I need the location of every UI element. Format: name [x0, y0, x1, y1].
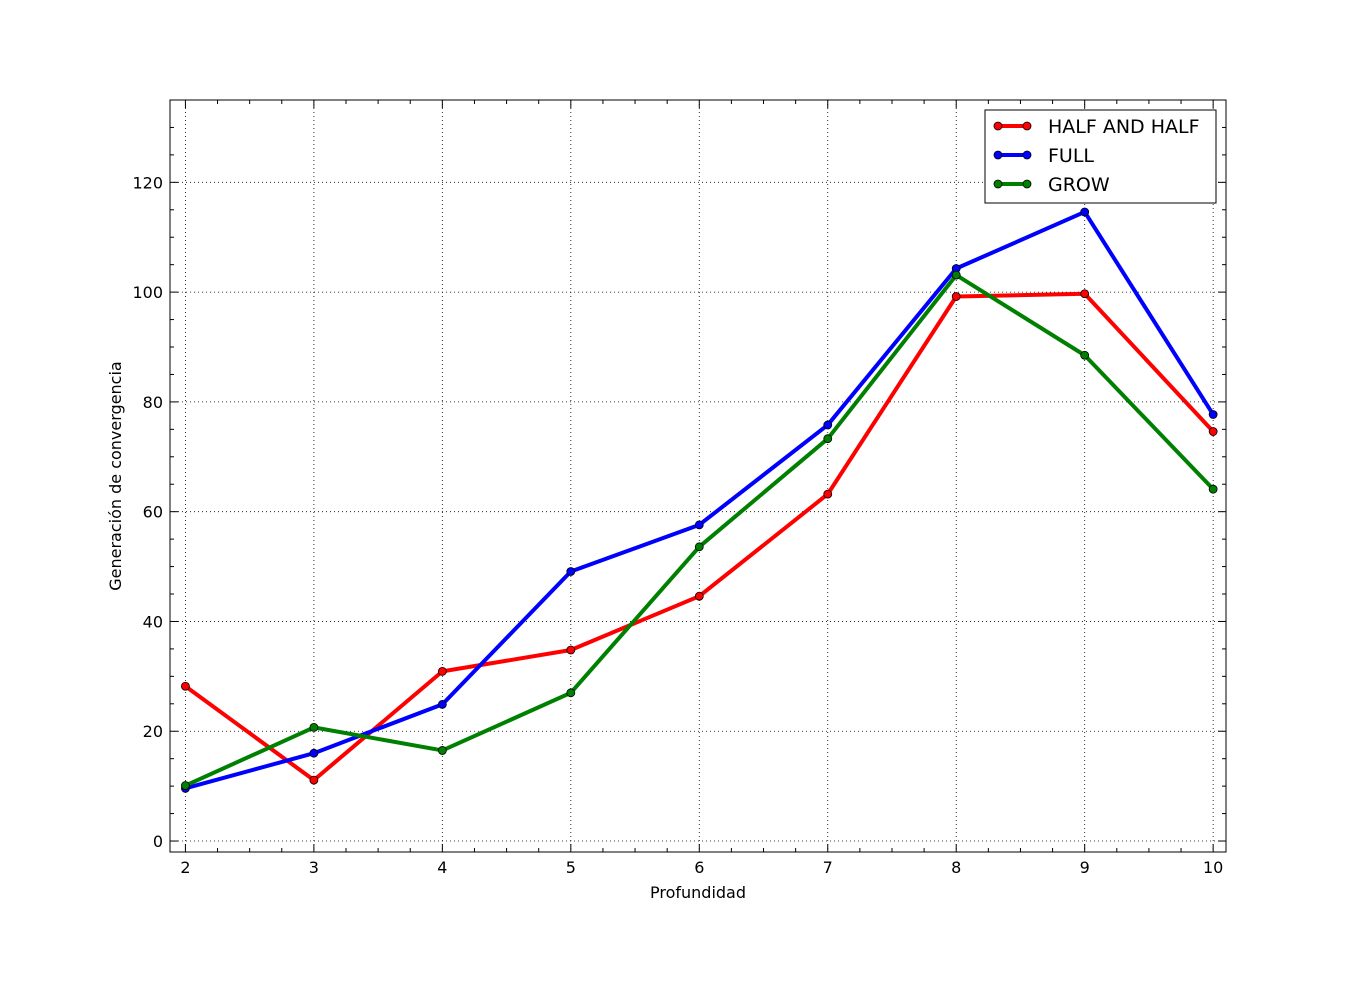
- legend-marker: [993, 121, 1003, 131]
- x-tick-label: 9: [1080, 858, 1090, 877]
- series-half-and-half: [181, 289, 1218, 785]
- data-point: [181, 781, 190, 790]
- y-tick-label: 0: [153, 832, 163, 851]
- x-tick-label: 10: [1203, 858, 1223, 877]
- data-point: [823, 489, 833, 499]
- data-point: [1080, 289, 1090, 299]
- legend-marker: [993, 150, 1003, 160]
- data-point: [437, 746, 447, 755]
- data-point: [694, 542, 704, 552]
- y-tick-label: 20: [143, 722, 163, 741]
- data-point: [437, 699, 447, 709]
- legend-marker: [1022, 150, 1032, 160]
- legend-entry: HALF AND HALF: [993, 116, 1200, 138]
- data-point: [566, 688, 576, 698]
- legend-marker: [1022, 121, 1032, 131]
- data-point: [1080, 207, 1090, 217]
- x-tick-label: 2: [180, 858, 190, 877]
- legend-entry: GROW: [993, 174, 1110, 196]
- y-tick-label: 40: [143, 612, 163, 631]
- legend-marker: [1022, 179, 1032, 189]
- legend-marker: [993, 179, 1003, 189]
- data-point: [1208, 484, 1218, 494]
- y-tick-label: 60: [143, 503, 163, 522]
- y-tick-label: 100: [132, 283, 163, 302]
- plot-frame: [169, 99, 1227, 853]
- data-point: [694, 591, 704, 601]
- data-point: [181, 681, 190, 691]
- x-tick-label: 3: [309, 858, 319, 877]
- data-point: [1208, 410, 1218, 419]
- data-point: [309, 775, 319, 785]
- legend-entry: FULL: [993, 145, 1094, 167]
- x-tick-label: 7: [823, 858, 833, 877]
- data-point: [1208, 427, 1218, 436]
- plot-area: [170, 100, 1226, 852]
- y-axis-label: Generación de convergencia: [106, 361, 125, 590]
- data-point: [309, 748, 319, 758]
- legend: HALF AND HALF FULL GROW: [984, 109, 1217, 204]
- legend-label: FULL: [1048, 145, 1094, 167]
- series-layer: [181, 207, 1218, 793]
- data-point: [951, 270, 961, 280]
- x-tick-label: 4: [437, 858, 447, 877]
- x-tick-label: 6: [694, 858, 704, 877]
- data-point: [437, 667, 447, 676]
- x-axis-label: Profundidad: [650, 883, 746, 902]
- legend-label: HALF AND HALF: [1048, 116, 1200, 138]
- data-point: [823, 434, 833, 444]
- series-grow: [181, 270, 1218, 790]
- data-point: [566, 567, 576, 576]
- data-point: [951, 292, 961, 301]
- x-tick-label: 8: [951, 858, 961, 877]
- y-tick-label: 80: [143, 393, 163, 412]
- y-tick-label: 120: [132, 173, 163, 192]
- ticks: [170, 100, 1226, 852]
- data-point: [1080, 350, 1090, 360]
- legend-label: GROW: [1048, 174, 1110, 196]
- data-point: [566, 645, 576, 655]
- data-point: [309, 722, 319, 732]
- x-tick-label: 5: [566, 858, 576, 877]
- data-point: [823, 420, 833, 430]
- data-point: [694, 520, 704, 530]
